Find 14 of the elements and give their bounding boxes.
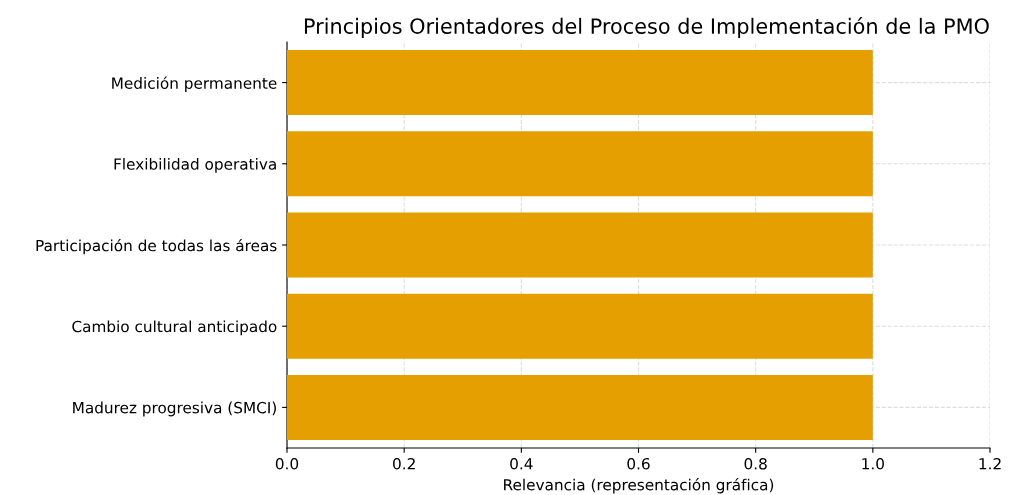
y-tick-label: Participación de todas las áreas	[36, 238, 277, 255]
x-tick-label: 0.6	[627, 457, 650, 470]
y-tick-label: Medición permanente	[112, 76, 277, 92]
x-tick-label: 1.2	[979, 457, 1001, 470]
x-axis-title: Relevancia (representación gráfica)	[504, 478, 774, 494]
y-tick-label: Cambio cultural anticipado	[72, 320, 277, 336]
x-tick-label: 0.4	[510, 457, 533, 470]
y-tick-label: Flexibilidad operativa	[114, 158, 276, 173]
x-tick-label: 0.8	[744, 457, 767, 470]
x-tick-label: 0.0	[275, 457, 299, 470]
x-tick-label: 1.0	[862, 457, 884, 470]
x-tick-label: 0.2	[393, 457, 415, 470]
y-tick-label: Madurez progresiva (SMCI)	[73, 401, 276, 417]
chart-title: Principios Orientadores del Proceso de Implementación de la PMO	[304, 17, 989, 38]
